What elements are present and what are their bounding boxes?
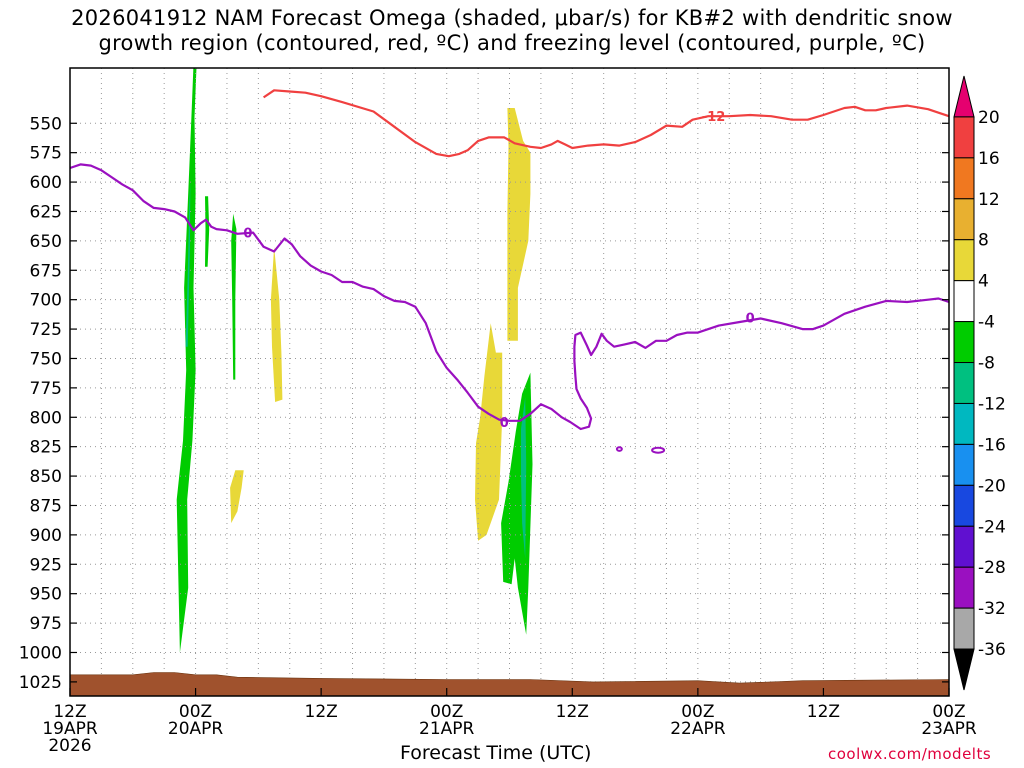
x-tick-label: 12Z — [305, 702, 338, 722]
y-tick-label: 775 — [30, 379, 62, 399]
colorbar-swatch — [953, 525, 975, 568]
colorbar: 20 16 12 8 4 -4 -8 -12 -16 -20 -24 -28 -32 -36 — [953, 75, 1006, 691]
x-tick-label: 12Z — [807, 702, 840, 722]
terrain-band — [69, 672, 950, 697]
x-tick-label: 22APR — [670, 719, 726, 739]
omega-region-2 — [205, 196, 210, 267]
y-tick-label: 875 — [30, 496, 62, 516]
colorbar-swatch — [953, 321, 975, 364]
colorbar-label: -28 — [978, 558, 1006, 578]
colorbar-label: 12 — [978, 190, 1000, 210]
y-tick-label: 675 — [30, 261, 62, 281]
colorbar-label: -12 — [978, 394, 1006, 414]
colorbar-swatch — [953, 443, 975, 486]
x-tick-label: 12Z — [53, 702, 86, 722]
x-tick-label: 21APR — [419, 719, 475, 739]
colorbar-label: -16 — [978, 435, 1006, 455]
chart-title: 2026041912 NAM Forecast Omega (shaded, μ… — [0, 6, 1024, 56]
chart-title-line-1: 2026041912 NAM Forecast Omega (shaded, μ… — [71, 6, 953, 30]
omega-region-6 — [270, 246, 283, 402]
colorbar-label: 4 — [978, 272, 989, 292]
colorbar-label: 16 — [978, 149, 1000, 169]
freezing-level-label: 0 — [243, 227, 252, 242]
colorbar-swatch — [953, 280, 975, 323]
freezing-level-blob — [615, 446, 623, 452]
colorbar-label: -8 — [978, 354, 995, 374]
colorbar-swatch — [953, 402, 975, 445]
contour-lines — [70, 89, 949, 454]
y-tick-label: 1025 — [19, 673, 62, 693]
colorbar-label: 8 — [978, 231, 989, 251]
colorbar-label: -20 — [978, 476, 1006, 496]
colorbar-swatch — [953, 198, 975, 241]
chart-title-line-2: growth region (contoured, red, ºC) and f… — [98, 31, 926, 55]
omega-region-9 — [475, 323, 503, 541]
colorbar-swatch — [953, 566, 975, 609]
y-tick-label: 750 — [30, 349, 62, 369]
omega-shading — [176, 68, 533, 653]
x-tick-label: 19APR — [42, 719, 98, 739]
y-tick-label: 575 — [30, 144, 62, 164]
colorbar-label: -24 — [978, 517, 1006, 537]
x-tick-label: 23APR — [921, 719, 977, 739]
colorbar-label: -32 — [978, 599, 1006, 619]
x-tick-label: 00Z — [179, 702, 212, 722]
y-axis: 550 575 600 625 650 675 700 725 750 775 800 825 850 8… — [19, 114, 949, 693]
colorbar-swatch — [953, 484, 975, 527]
dendritic-growth-contour — [262, 89, 949, 158]
omega-region-8 — [507, 108, 531, 341]
y-tick-label: 900 — [30, 526, 62, 546]
y-tick-label: 725 — [30, 320, 62, 340]
plot-frame — [69, 67, 950, 697]
contour-labels: -12 0 0 0 — [243, 110, 754, 431]
colorbar-bottom-arrow — [953, 648, 975, 691]
y-tick-label: 700 — [30, 291, 62, 311]
x-tick-label: 20APR — [168, 719, 224, 739]
x-tick-label: 2026 — [48, 736, 91, 756]
y-tick-label: 850 — [30, 467, 62, 487]
x-tick-label: 12Z — [556, 702, 589, 722]
colorbar-swatch — [953, 607, 975, 650]
omega-region-7 — [230, 470, 244, 524]
omega-region-5 — [521, 397, 527, 559]
freezing-level-blob — [651, 446, 666, 454]
y-tick-label: 800 — [30, 408, 62, 428]
dendritic-contour-label: -12 — [702, 110, 726, 125]
omega-region-3 — [231, 213, 237, 380]
colorbar-swatch — [953, 157, 975, 200]
y-tick-label: 650 — [30, 232, 62, 252]
colorbar-label: 20 — [978, 108, 1000, 128]
freezing-level-contour — [70, 163, 949, 431]
y-tick-label: 925 — [30, 555, 62, 575]
x-tick-label: 00Z — [430, 702, 463, 722]
y-tick-label: 550 — [30, 114, 62, 134]
omega-region-4 — [501, 372, 533, 635]
colorbar-swatch — [953, 362, 975, 404]
colorbar-top-arrow — [953, 75, 975, 118]
colorbar-swatch — [953, 116, 975, 159]
colorbar-label: -4 — [978, 313, 995, 333]
x-axis-title: Forecast Time (UTC) — [400, 742, 592, 764]
y-tick-label: 975 — [30, 614, 62, 634]
y-tick-label: 625 — [30, 202, 62, 222]
terrain-fill — [69, 672, 950, 697]
y-tick-label: 950 — [30, 585, 62, 605]
x-tick-label: 00Z — [932, 702, 965, 722]
omega-region-0 — [176, 68, 197, 653]
freezing-level-label: 0 — [500, 416, 509, 431]
y-tick-label: 600 — [30, 173, 62, 193]
y-tick-label: 1000 — [19, 643, 62, 663]
freezing-level-label: 0 — [746, 311, 755, 326]
y-tick-label: 825 — [30, 438, 62, 458]
colorbar-swatch — [953, 239, 975, 282]
x-tick-label: 00Z — [681, 702, 714, 722]
source-credit: coolwx.com/modelts — [828, 745, 992, 763]
colorbar-label: -36 — [978, 640, 1006, 660]
